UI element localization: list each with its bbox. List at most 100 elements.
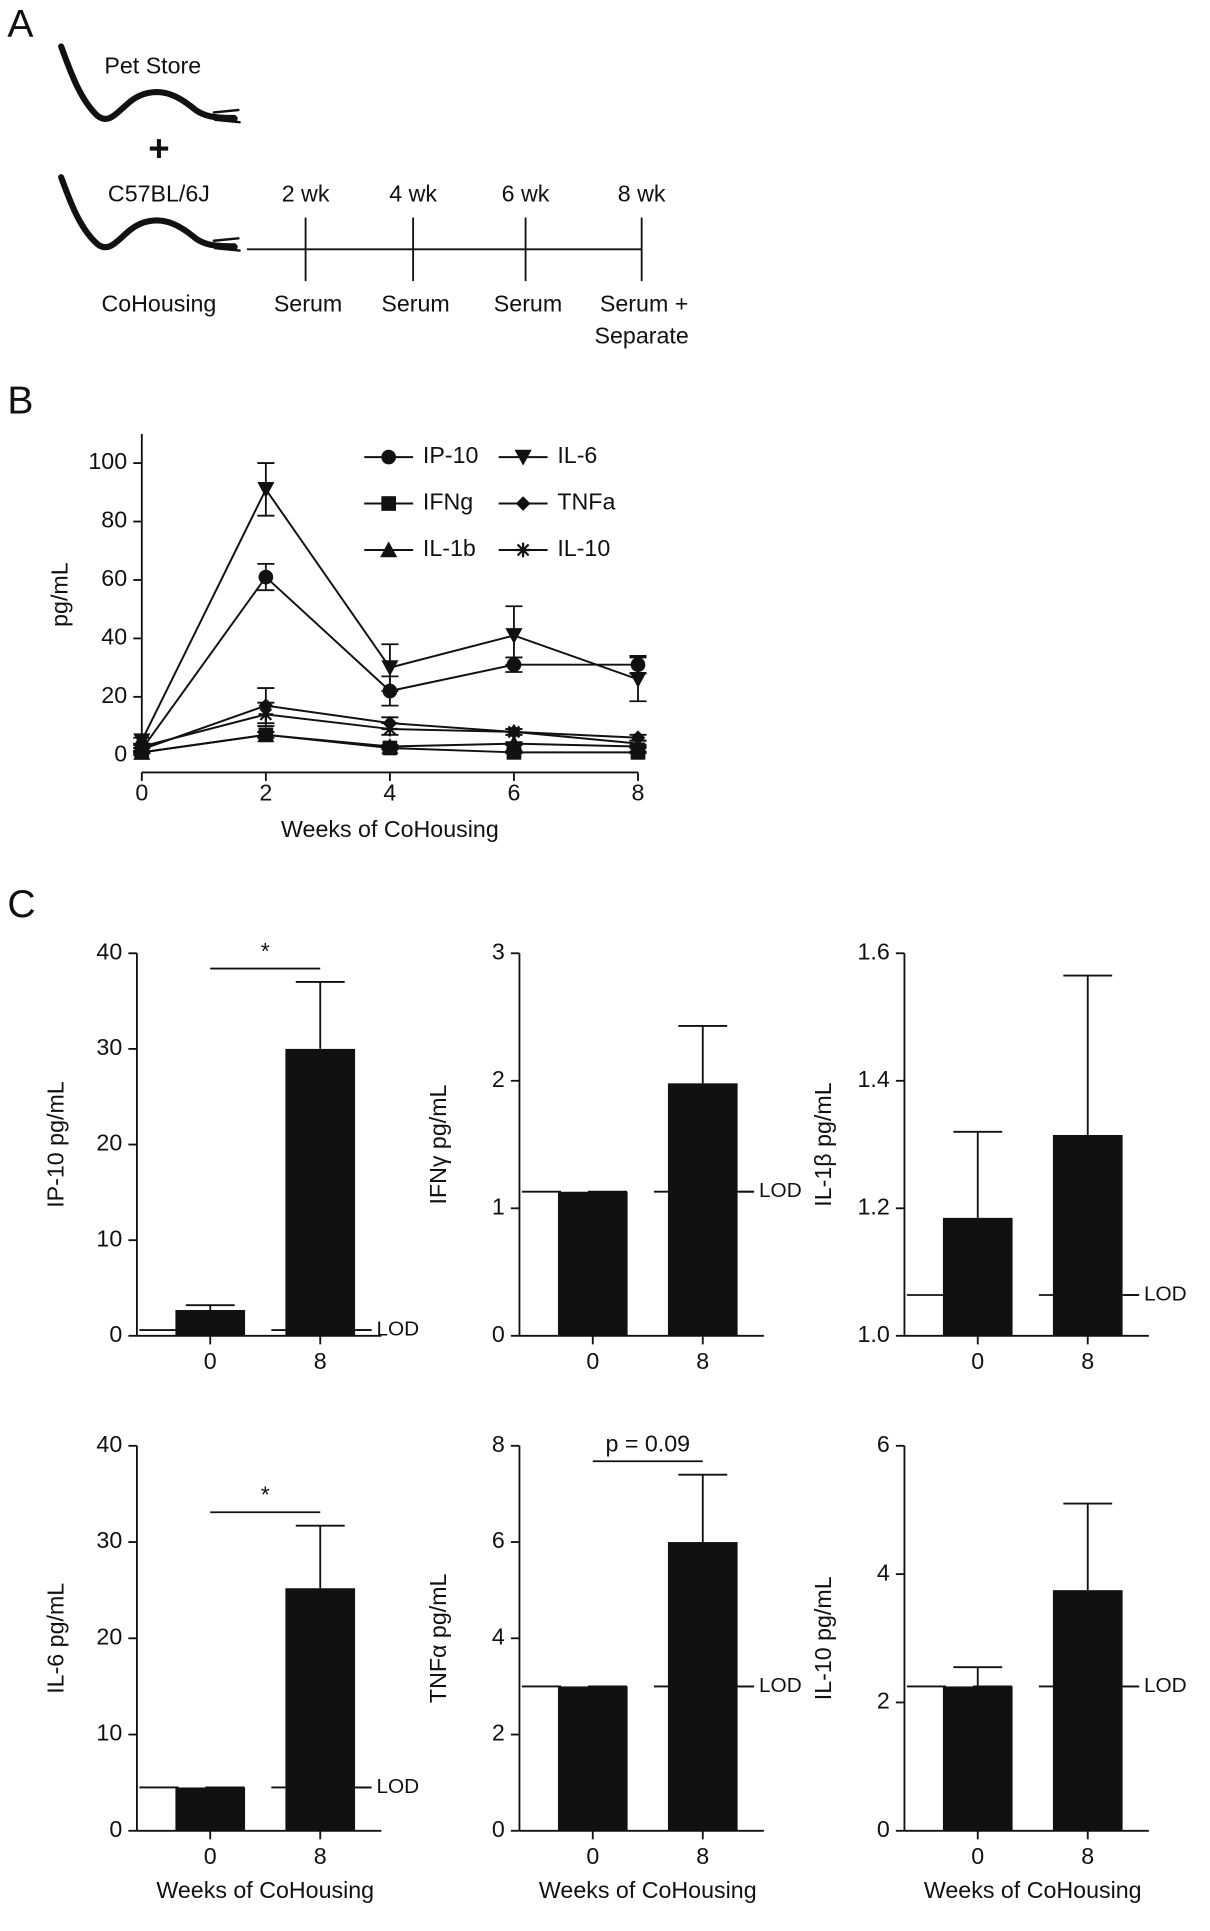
x-tick-label: 8	[1081, 1843, 1094, 1869]
x-tick-label: 0	[971, 1348, 984, 1374]
x-tick-label: 8	[1081, 1348, 1094, 1374]
x-tick-label: 8	[632, 780, 645, 806]
significance-label: p = 0.09	[605, 1430, 690, 1456]
lod-label: LOD	[376, 1318, 419, 1341]
marker	[381, 737, 399, 754]
legend-label: IL-6	[557, 442, 597, 468]
x-tick-label: 0	[586, 1843, 599, 1869]
marker	[505, 735, 523, 751]
significance-label: *	[261, 1481, 270, 1507]
timepoint: 4 wk	[389, 181, 437, 207]
y-axis-label: TNFα pg/mL	[425, 1573, 451, 1703]
marker	[515, 496, 531, 511]
y-axis-label: IP-10 pg/mL	[43, 1081, 69, 1208]
timepoint: 2 wk	[282, 181, 330, 207]
x-tick-label: 0	[204, 1348, 217, 1374]
y-tick-label: 80	[101, 507, 127, 533]
sample: Serum +	[600, 291, 688, 317]
x-tick-label: 6	[507, 780, 520, 806]
y-tick-label: 40	[96, 1431, 122, 1457]
x-tick-label: 8	[696, 1348, 709, 1374]
y-tick-label: 1	[492, 1193, 505, 1219]
marker	[381, 660, 399, 677]
error-bar	[185, 1304, 235, 1310]
marker	[257, 726, 275, 743]
error-bar	[295, 1524, 345, 1589]
y-tick-label: 3	[492, 938, 505, 964]
bar	[1052, 1590, 1123, 1831]
lod-label: LOD	[759, 1674, 802, 1697]
marker	[257, 482, 275, 498]
error-bar	[295, 981, 345, 1049]
marker	[382, 721, 398, 737]
bar	[942, 1686, 1013, 1831]
y-tick-label: 4	[492, 1623, 505, 1649]
y-axis-label: IL-10 pg/mL	[810, 1576, 836, 1700]
x-tick-label: 0	[586, 1348, 599, 1374]
y-tick-label: 20	[96, 1130, 122, 1156]
bar	[557, 1686, 628, 1831]
mouse-drawing	[58, 43, 241, 252]
y-tick-label: 20	[96, 1623, 122, 1649]
sample: Serum	[494, 291, 562, 317]
y-axis-label: IL-6 pg/mL	[43, 1583, 69, 1694]
error-bar	[678, 1025, 728, 1084]
x-axis-label: Weeks of CoHousing	[539, 1877, 757, 1903]
sample: Serum	[381, 291, 449, 317]
bar	[285, 1048, 356, 1336]
y-tick-label: 0	[492, 1816, 505, 1842]
mouse-label: C57BL/6J	[108, 181, 210, 207]
error-bar	[678, 1473, 728, 1543]
y-tick-label: 20	[101, 682, 127, 708]
x-tick-label: 4	[383, 780, 396, 806]
y-tick-label: 1.0	[857, 1321, 889, 1347]
lod-label: LOD	[1144, 1674, 1187, 1697]
marker	[506, 724, 522, 740]
panel-label: C	[7, 883, 35, 926]
lod-label: LOD	[376, 1775, 419, 1798]
marker	[630, 736, 646, 751]
y-axis-label: IFNγ pg/mL	[425, 1084, 451, 1204]
y-tick-label: 30	[96, 1527, 122, 1553]
lod-label: LOD	[1144, 1282, 1187, 1305]
timepoint: 6 wk	[502, 181, 550, 207]
timepoint: 8 wk	[618, 181, 666, 207]
y-tick-label: 100	[88, 448, 127, 474]
y-tick-label: 4	[877, 1559, 890, 1585]
y-tick-label: 0	[109, 1816, 122, 1842]
marker	[381, 496, 397, 511]
bar	[1052, 1134, 1123, 1336]
marker	[380, 541, 398, 558]
marker	[505, 628, 523, 645]
y-tick-label: 40	[96, 938, 122, 964]
y-tick-label: 6	[877, 1431, 890, 1457]
error-bar	[953, 1130, 1003, 1218]
y-tick-label: 1.4	[857, 1066, 889, 1092]
legend-label: IP-10	[423, 442, 479, 468]
bar	[942, 1217, 1013, 1336]
x-tick-label: 0	[204, 1843, 217, 1869]
caption: CoHousing	[101, 291, 216, 317]
marker	[258, 569, 274, 585]
y-tick-label: 1.2	[857, 1193, 889, 1219]
bar	[667, 1542, 738, 1831]
timeline	[246, 217, 643, 282]
bar	[285, 1588, 356, 1831]
legend-label: TNFa	[557, 489, 615, 515]
legend-label: IL-1b	[423, 535, 476, 561]
marker	[514, 449, 532, 466]
panel-label: A	[7, 3, 33, 46]
y-tick-label: 1.6	[857, 938, 889, 964]
x-tick-label: 8	[314, 1348, 327, 1374]
plus-sign: +	[148, 128, 169, 169]
y-tick-label: 30	[96, 1034, 122, 1060]
x-tick-label: 8	[696, 1843, 709, 1869]
marker	[629, 671, 647, 688]
bar	[667, 1083, 738, 1336]
x-axis-label: Weeks of CoHousing	[281, 816, 499, 842]
marker	[381, 449, 397, 465]
y-tick-label: 0	[877, 1816, 890, 1842]
y-tick-label: 10	[96, 1720, 122, 1746]
y-tick-label: 0	[114, 740, 127, 766]
